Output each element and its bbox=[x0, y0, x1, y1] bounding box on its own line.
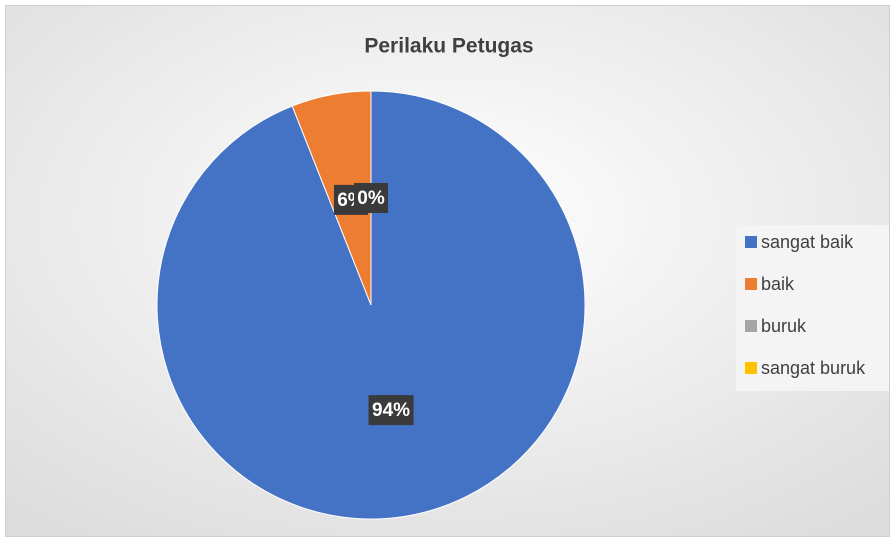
legend-box bbox=[736, 225, 889, 391]
legend-label: baik bbox=[761, 274, 795, 294]
legend-swatch bbox=[745, 236, 757, 248]
legend-label: buruk bbox=[761, 316, 807, 336]
legend-label: sangat baik bbox=[761, 232, 854, 252]
data-label: 94% bbox=[372, 400, 410, 421]
data-label-box bbox=[368, 395, 414, 426]
pie-slice bbox=[291, 90, 372, 306]
data-label: 0% bbox=[357, 188, 385, 209]
legend-swatch bbox=[745, 362, 757, 374]
chart-title: Perilaku Petugas bbox=[364, 35, 533, 58]
legend-swatch bbox=[745, 320, 757, 332]
data-label-box bbox=[354, 183, 388, 213]
legend-swatch bbox=[745, 278, 757, 290]
legend-label: sangat buruk bbox=[761, 358, 866, 378]
